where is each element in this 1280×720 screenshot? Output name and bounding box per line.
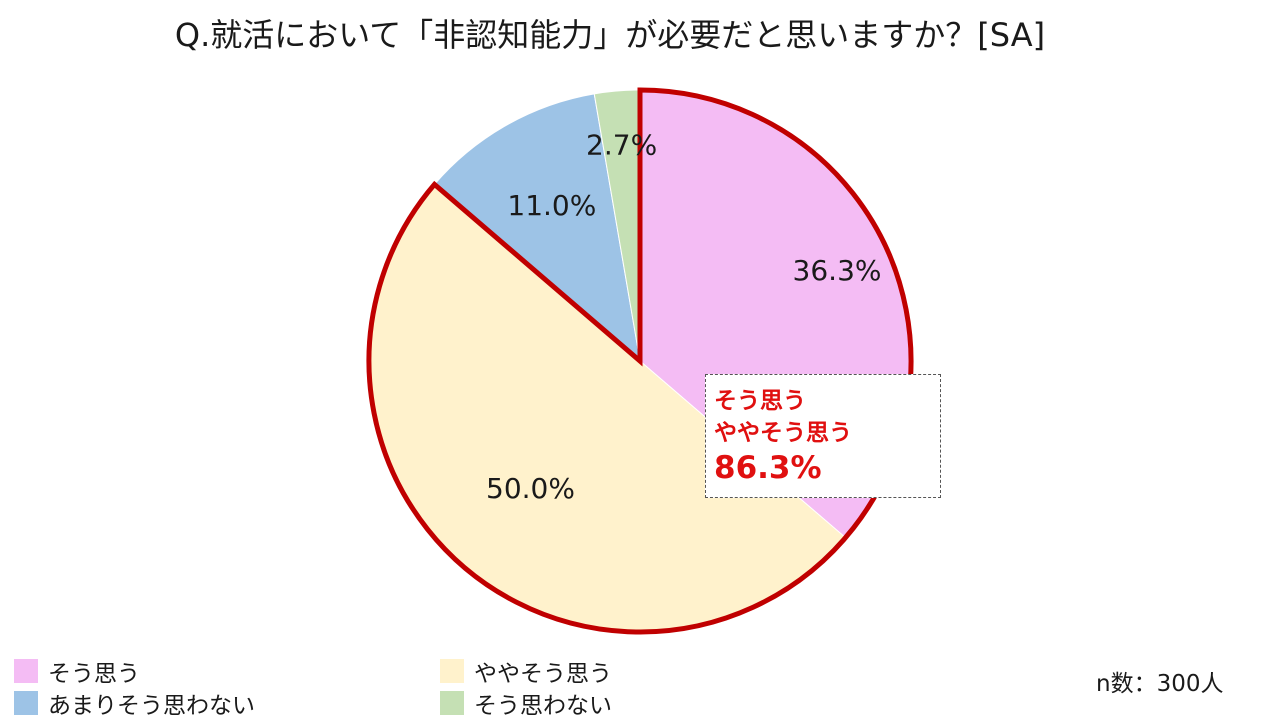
annotation-line-1: そう思う <box>714 388 806 414</box>
legend-item-yaya: ややそう思う <box>440 654 612 688</box>
data-label-yaya-sou-omou: 50.0% <box>486 472 575 505</box>
legend-label: そう思わない <box>474 693 612 719</box>
legend-swatch <box>14 691 38 715</box>
legend-swatch <box>440 691 464 715</box>
chart-title: Q.就活において「非認知能力」が必要だと思いますか？[SA] <box>174 16 1046 54</box>
legend-item-amari: あまりそう思わない <box>14 686 255 720</box>
annotation-line-2: ややそう思う <box>714 420 852 446</box>
data-label-sou-omowanai: 2.7% <box>586 128 657 161</box>
sample-size: n数：300人 <box>1096 671 1224 697</box>
data-label-amari-sou-omowanai: 11.0% <box>507 189 596 222</box>
annotation-total: 86.3% <box>714 450 822 486</box>
pie-slice-amari-sou-omowanai <box>433 93 641 363</box>
legend-label: あまりそう思わない <box>48 693 255 719</box>
legend-swatch <box>440 659 464 683</box>
legend-item-sou-omowanai: そう思わない <box>440 686 612 720</box>
legend-label: ややそう思う <box>474 661 612 687</box>
highlight-outline <box>366 87 914 635</box>
legend-item-sou-omou: そう思う <box>14 654 140 688</box>
legend-swatch <box>14 659 38 683</box>
data-label-sou-omou: 36.3% <box>793 254 882 287</box>
annotation-box: そう思う ややそう思う 86.3% <box>705 374 941 498</box>
legend-label: そう思う <box>48 661 140 687</box>
